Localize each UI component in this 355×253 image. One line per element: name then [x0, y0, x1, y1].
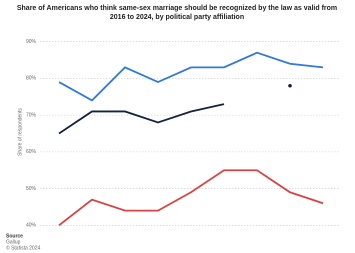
y-tick-label: 60%	[26, 149, 37, 155]
line-series	[58, 169, 324, 227]
chart-title: Share of Americans who think same-sex ma…	[17, 5, 337, 21]
data-point	[288, 83, 292, 88]
y-tick-label: 50%	[26, 186, 37, 192]
line-series	[58, 51, 324, 102]
y-axis-label: Share of respondents	[17, 108, 23, 156]
y-tick-label: 90%	[26, 39, 37, 45]
source-text: Gallup	[6, 239, 21, 245]
line-series	[58, 103, 225, 135]
y-tick-label: 80%	[26, 76, 37, 82]
source-text: © Statista 2024	[6, 244, 40, 251]
y-tick-label: 70%	[26, 112, 37, 118]
source-text: Source	[6, 233, 23, 239]
y-tick-label: 40%	[26, 223, 37, 229]
